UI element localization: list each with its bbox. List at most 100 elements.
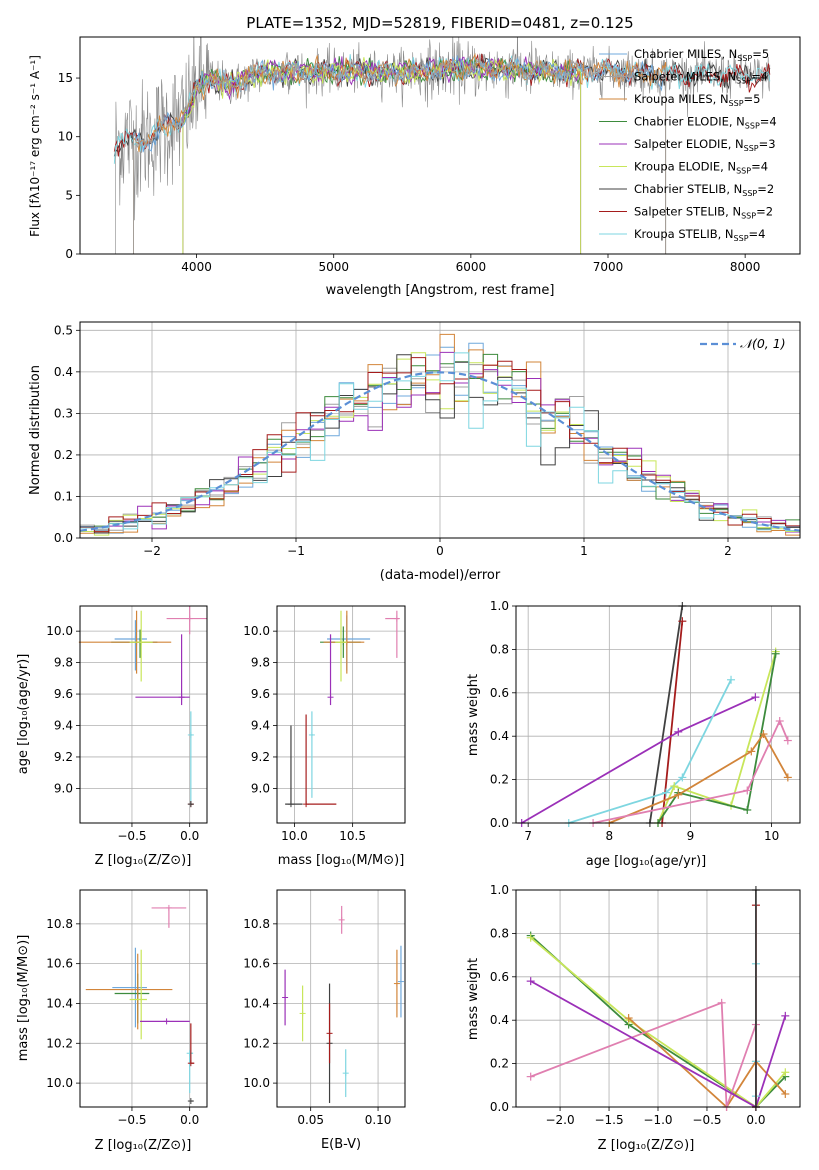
x-tick-label: 10.0	[281, 829, 308, 843]
wAge-ylabel: mass weight	[466, 674, 481, 756]
y-tick-label: 10.6	[243, 957, 270, 971]
y-tick-label: 10.6	[46, 957, 73, 971]
model-spectrum-line	[133, 49, 667, 254]
mass-vs-ebv-panel: E(B-V) 0.05 0.10 10.0 10.2 10.4 10.6 10.8	[243, 889, 406, 1152]
y-tick-label: 10.8	[46, 917, 73, 931]
errorbar-point	[187, 801, 194, 808]
x-tick-label: −0.5	[692, 1113, 721, 1127]
wZ-xlabel: Z [log₁₀(Z/Z⊙)]	[598, 1138, 695, 1153]
legend-entry: Salpeter MILES, NSSP=4	[634, 70, 768, 86]
errorbar-point	[78, 610, 172, 674]
spectrum-legend: Chabrier MILES, NSSP=5 Salpeter MILES, NS…	[599, 47, 777, 243]
mE-xlabel: E(B-V)	[321, 1137, 361, 1152]
legend-entry: Salpeter ELODIE, NSSP=3	[634, 137, 776, 153]
y-tick-label: 9.0	[251, 781, 270, 795]
errorbar-point	[335, 610, 347, 682]
weight-series-line	[568, 679, 732, 824]
errorbar-point	[187, 1098, 194, 1105]
x-tick-label: 9	[687, 829, 695, 843]
errorbar-point	[111, 629, 158, 658]
x-tick-label: 0.0	[180, 1113, 199, 1127]
mass-weight-vs-metallicity-panel: Z [log₁₀(Z/Z⊙)] mass weight −2.0 −1.5 −1.0…	[466, 883, 801, 1153]
y-tick-label: 10.0	[243, 1076, 270, 1090]
axes-frame	[276, 605, 406, 824]
errorbar-point	[327, 634, 334, 706]
y-tick-label: 10	[58, 130, 73, 144]
errorbar-point	[187, 1023, 195, 1067]
x-tick-label: 6000	[456, 260, 487, 274]
errorbar-point	[285, 725, 303, 808]
spectrum-lines	[113, 37, 771, 254]
errorbar-point	[186, 1050, 194, 1094]
spectrum-xlabel: wavelength [Angstrom, rest frame]	[326, 283, 555, 298]
legend-entry: Chabrier STELIB, NSSP=2	[634, 182, 774, 198]
y-tick-label: 9.8	[251, 656, 270, 670]
residual-distribution-panel: (data-model)/error Normed distribution −…	[28, 321, 801, 583]
y-tick-label: 0.5	[54, 323, 73, 337]
y-tick-label: 0.4	[490, 729, 509, 743]
y-tick-label: 9.8	[54, 656, 73, 670]
y-tick-label: 0.2	[490, 1057, 509, 1071]
y-tick-label: 0.0	[490, 1100, 509, 1114]
x-tick-label: 7000	[593, 260, 624, 274]
x-tick-label: 4000	[181, 260, 212, 274]
x-tick-label: 7	[524, 829, 532, 843]
errorbar-point	[135, 634, 190, 706]
weight-series	[564, 675, 736, 827]
legend-entry: 𝒩(0, 1)	[740, 336, 786, 351]
x-tick-label: −2.0	[545, 1113, 574, 1127]
y-tick-label: 0.6	[490, 686, 509, 700]
x-tick-label: 0.0	[746, 1113, 765, 1127]
weight-series-line	[608, 732, 789, 824]
y-tick-label: 0.1	[54, 489, 73, 503]
model-spectrum-line	[182, 56, 582, 254]
y-tick-label: 9.2	[54, 750, 73, 764]
weight-series	[658, 617, 687, 827]
y-tick-label: 0.8	[490, 642, 509, 656]
errorbar-layer	[85, 904, 195, 1105]
series-layer	[517, 602, 792, 827]
legend-entry: Kroupa ELODIE, NSSP=4	[634, 160, 768, 176]
y-tick-label: 10.0	[46, 1076, 73, 1090]
normal-distribution-curve	[80, 371, 800, 532]
y-tick-label: 10.2	[46, 1036, 73, 1050]
ageZ-ylabel: age [log₁₀(age/yr)]	[16, 654, 31, 775]
y-tick-label: 10.4	[46, 996, 73, 1010]
y-tick-label: 0.4	[490, 1013, 509, 1027]
y-tick-label: 15	[58, 71, 73, 85]
errorbar-point	[397, 945, 404, 1018]
errorbar-point	[166, 606, 207, 635]
y-tick-label: 0.0	[490, 816, 509, 830]
x-tick-label: 0.10	[365, 1113, 392, 1127]
x-tick-label: 8	[605, 829, 613, 843]
weight-series-line	[592, 718, 789, 824]
legend-entry: Chabrier ELODIE, NSSP=4	[634, 115, 777, 131]
y-tick-label: 9.4	[251, 719, 270, 733]
y-tick-label: 9.0	[54, 781, 73, 795]
y-tick-label: 10.0	[243, 624, 270, 638]
model-spectrum-line	[182, 57, 582, 254]
residual-lines	[80, 333, 800, 538]
x-tick-label: 10	[764, 829, 779, 843]
spectrum-ylabel: Flux [fλ10⁻¹⁷ erg cm⁻² s⁻¹ A⁻¹]	[28, 55, 42, 237]
mZ-ylabel: mass [log₁₀(M/M⊙)]	[16, 935, 31, 1062]
axes-frame	[79, 36, 801, 255]
mass-weight-vs-age-panel: age [log₁₀(age/yr)] mass weight 7 8 9 10 0.0…	[466, 599, 801, 869]
y-tick-label: 9.4	[54, 719, 73, 733]
ageM-xlabel: mass [log₁₀(M/M⊙)]	[278, 853, 405, 868]
age-vs-metallicity-panel: Z [log₁₀(Z/Z⊙)] age [log₁₀(age/yr)] −0.5…	[16, 605, 208, 868]
errorbar-point	[393, 949, 400, 1018]
errorbar-point	[129, 949, 147, 1040]
weight-series-line	[657, 651, 777, 824]
x-tick-label: 8000	[730, 260, 761, 274]
y-tick-label: 10.0	[46, 624, 73, 638]
errorbar-point	[129, 610, 153, 682]
x-tick-label: 10.5	[339, 829, 366, 843]
weight-series	[517, 693, 760, 827]
legend-entry: Chabrier MILES, NSSP=5	[634, 47, 769, 63]
y-tick-label: 1.0	[490, 599, 509, 613]
errorbar-layer	[282, 905, 404, 1104]
y-tick-label: 0	[65, 247, 73, 261]
wAge-xlabel: age [log₁₀(age/yr)]	[586, 854, 707, 869]
